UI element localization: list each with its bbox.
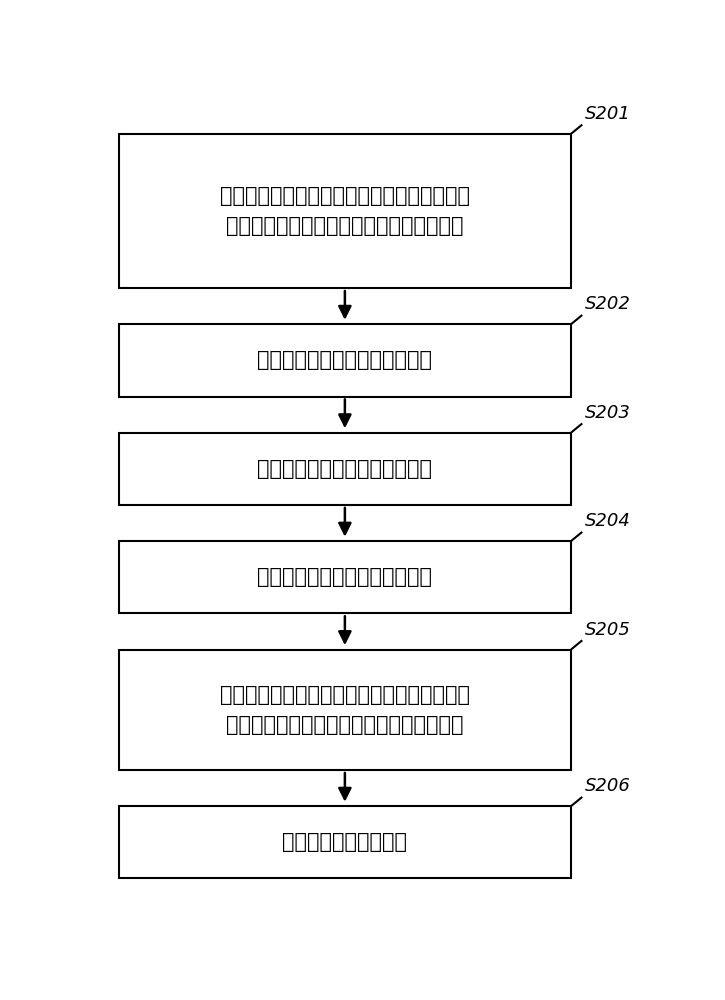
Text: S205: S205 <box>585 621 631 639</box>
Bar <box>119 650 571 770</box>
Bar <box>119 806 571 878</box>
Text: 对所述印制板上的图形进行镀锡: 对所述印制板上的图形进行镀锡 <box>257 459 432 479</box>
Bar <box>119 324 571 397</box>
Text: S206: S206 <box>585 777 631 795</box>
Text: 在印制板的表面铜层贴上干膜，使用板内孔进
行对位，对所述干膜进行曝光、显影出图形: 在印制板的表面铜层贴上干膜，使用板内孔进 行对位，对所述干膜进行曝光、显影出图形 <box>220 186 470 236</box>
Bar <box>119 433 571 505</box>
Bar <box>119 541 571 613</box>
Text: S204: S204 <box>585 512 631 530</box>
Text: S202: S202 <box>585 295 631 313</box>
Text: 对褪干膜后的印制板进行蚀刻，去除图形以外
的铜，在所述印制板的表面制作出线路图形: 对褪干膜后的印制板进行蚀刻，去除图形以外 的铜，在所述印制板的表面制作出线路图形 <box>220 685 470 735</box>
Bar <box>119 134 571 288</box>
Text: S201: S201 <box>585 105 631 123</box>
Text: 对所述印制板上的图形进行镀铜: 对所述印制板上的图形进行镀铜 <box>257 350 432 370</box>
Text: 对所述印制板进行褪锡: 对所述印制板进行褪锡 <box>282 832 407 852</box>
Text: 使用氢氧化钠溶液褪去所述干膜: 使用氢氧化钠溶液褪去所述干膜 <box>257 567 432 587</box>
Text: S203: S203 <box>585 404 631 422</box>
